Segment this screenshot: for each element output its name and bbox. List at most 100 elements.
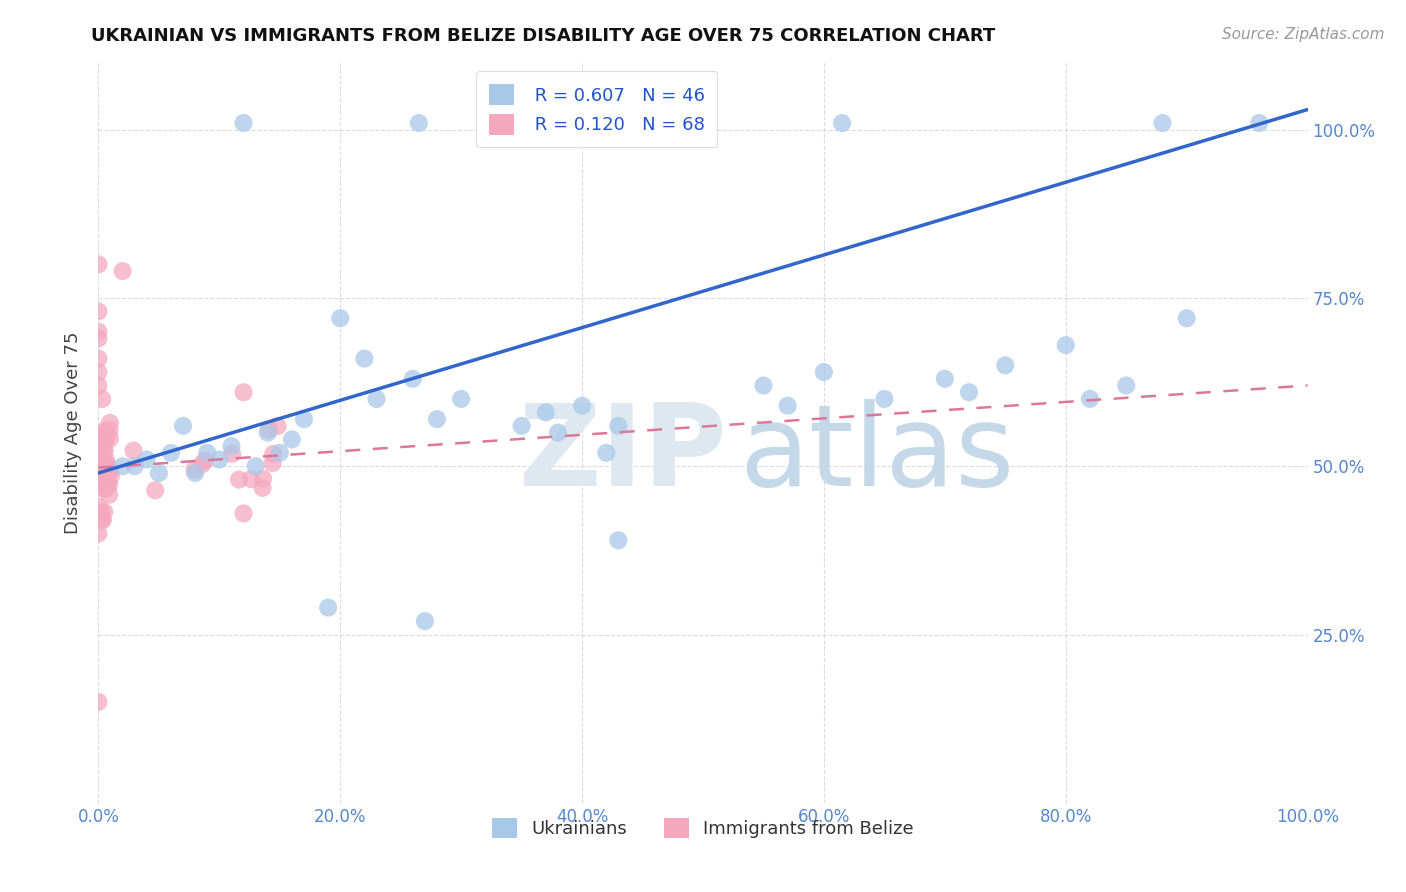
Point	[228, 473, 250, 487]
Point	[262, 456, 284, 470]
Point	[90, 445, 112, 459]
Point	[87, 331, 110, 345]
Y-axis label: Disability Age Over 75: Disability Age Over 75	[65, 331, 83, 534]
Point	[172, 418, 194, 433]
Point	[96, 453, 118, 467]
Point	[607, 418, 630, 433]
Point	[184, 466, 207, 480]
Point	[93, 446, 115, 460]
Point	[191, 458, 214, 472]
Point	[232, 385, 254, 400]
Point	[94, 475, 117, 489]
Point	[89, 467, 111, 482]
Point	[90, 505, 112, 519]
Point	[752, 378, 775, 392]
Point	[450, 392, 472, 406]
Point	[98, 464, 121, 478]
Point	[262, 447, 284, 461]
Point	[595, 446, 617, 460]
Point	[87, 304, 110, 318]
Point	[252, 481, 274, 495]
Point	[87, 476, 110, 491]
Point	[91, 434, 114, 448]
Point	[96, 430, 118, 444]
Point	[98, 423, 121, 437]
Point	[87, 378, 110, 392]
Point	[240, 472, 263, 486]
Point	[194, 453, 217, 467]
Point	[90, 431, 112, 445]
Point	[97, 459, 120, 474]
Point	[98, 477, 121, 491]
Point	[89, 458, 111, 473]
Point	[93, 434, 115, 449]
Point	[87, 500, 110, 514]
Point	[232, 507, 254, 521]
Point	[124, 459, 146, 474]
Point	[98, 488, 121, 502]
Point	[93, 482, 115, 496]
Point	[281, 433, 304, 447]
Point	[195, 446, 218, 460]
Point	[208, 452, 231, 467]
Point	[96, 458, 118, 472]
Legend: Ukrainians, Immigrants from Belize: Ukrainians, Immigrants from Belize	[485, 810, 921, 846]
Point	[1152, 116, 1174, 130]
Point	[90, 427, 112, 442]
Point	[534, 405, 557, 419]
Text: UKRAINIAN VS IMMIGRANTS FROM BELIZE DISABILITY AGE OVER 75 CORRELATION CHART: UKRAINIAN VS IMMIGRANTS FROM BELIZE DISA…	[91, 27, 995, 45]
Point	[221, 439, 243, 453]
Point	[93, 505, 115, 519]
Point	[353, 351, 375, 366]
Point	[135, 452, 157, 467]
Point	[87, 325, 110, 339]
Point	[93, 438, 115, 452]
Point	[91, 513, 114, 527]
Point	[813, 365, 835, 379]
Point	[1249, 116, 1271, 130]
Point	[257, 422, 280, 436]
Text: Source: ZipAtlas.com: Source: ZipAtlas.com	[1222, 27, 1385, 42]
Point	[100, 469, 122, 483]
Point	[221, 447, 243, 461]
Point	[96, 467, 118, 482]
Point	[143, 483, 166, 498]
Point	[111, 264, 134, 278]
Point	[256, 425, 278, 440]
Point	[96, 477, 118, 491]
Point	[90, 512, 112, 526]
Point	[91, 455, 114, 469]
Point	[87, 695, 110, 709]
Point	[111, 459, 134, 474]
Point	[87, 257, 110, 271]
Point	[426, 412, 449, 426]
Point	[148, 466, 170, 480]
Point	[87, 526, 110, 541]
Point	[292, 412, 315, 426]
Point	[98, 416, 121, 430]
Point	[402, 372, 425, 386]
Point	[1115, 378, 1137, 392]
Point	[94, 457, 117, 471]
Point	[1175, 311, 1198, 326]
Point	[183, 463, 205, 477]
Point	[89, 454, 111, 468]
Point	[87, 351, 110, 366]
Point	[510, 418, 533, 433]
Point	[873, 392, 896, 406]
Point	[571, 399, 593, 413]
Point	[957, 385, 980, 400]
Point	[252, 472, 274, 486]
Point	[97, 466, 120, 480]
Text: atlas: atlas	[740, 400, 1015, 510]
Point	[316, 600, 339, 615]
Point	[269, 446, 291, 460]
Point	[607, 533, 630, 548]
Point	[89, 442, 111, 457]
Point	[245, 459, 267, 474]
Point	[994, 359, 1017, 373]
Point	[934, 372, 956, 386]
Point	[91, 392, 114, 406]
Point	[366, 392, 388, 406]
Point	[1078, 392, 1101, 406]
